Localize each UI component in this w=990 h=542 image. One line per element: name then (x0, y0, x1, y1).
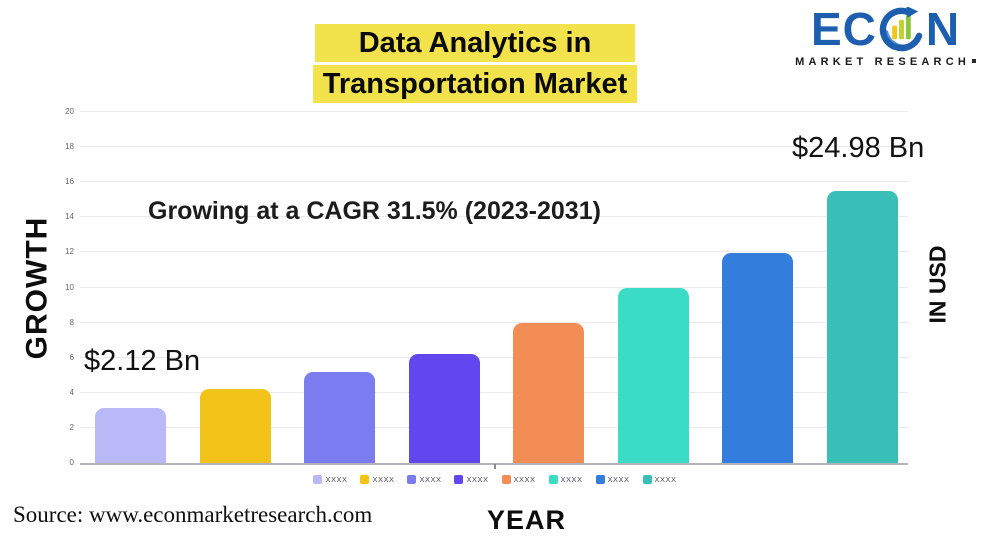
y-axis-title-right-text: IN USD (924, 245, 951, 323)
legend-label: XXXX (372, 475, 395, 484)
legend-item: XXXX (360, 475, 394, 484)
bar-6 (617, 287, 689, 463)
bar-7 (722, 253, 793, 463)
logo-text-prefix: EC (811, 3, 877, 55)
legend-swatch (407, 475, 417, 484)
last-bar-value-label: $24.98 Bn (792, 132, 925, 164)
y-tick-label: 14 (65, 212, 74, 222)
legend-item: XXXX (595, 475, 630, 484)
legend-swatch (313, 475, 323, 484)
y-tick-label: 10 (65, 282, 74, 292)
y-axis-ticks: 0 2 4 6 8 10 12 14 16 18 20 (50, 108, 74, 467)
gridline (80, 146, 908, 148)
legend-label: XXXX (607, 475, 630, 484)
legend-item: XXXX (454, 475, 488, 484)
y-tick-label: 12 (65, 247, 74, 257)
bar-3 (304, 371, 375, 463)
gridline (80, 321, 908, 323)
bar-8 (826, 190, 898, 463)
gridline (80, 356, 908, 358)
y-tick-label: 4 (69, 387, 74, 397)
gridline (80, 391, 908, 393)
legend: XXXX XXXX XXXX XXXX XXXX XXXX XXXX XXXX (0, 475, 990, 484)
y-tick-label: 2 (69, 422, 74, 432)
gridline (80, 251, 908, 253)
plot-area (80, 111, 908, 469)
y-tick-label: 16 (65, 177, 74, 187)
legend-label: XXXX (325, 475, 348, 484)
legend-label: XXXX (466, 475, 489, 484)
gridline (80, 216, 908, 218)
y-tick-label: 6 (69, 352, 74, 362)
source-text: Source: www.econmarketresearch.com (13, 502, 373, 527)
title-line-1: Data Analytics in (314, 24, 636, 62)
econ-logo: EC N MARKET RESEARCH (795, 6, 976, 70)
y-tick-label: 20 (65, 107, 74, 116)
title-line-2: Transportation Market (312, 65, 638, 103)
x-axis-title: YEAR (487, 505, 567, 535)
y-axis-title-left-text: GROWTH (20, 216, 54, 359)
y-axis-title-right: IN USD (912, 220, 964, 348)
gridline (80, 111, 908, 112)
gridline (80, 181, 908, 183)
legend-label: XXXX (513, 475, 536, 484)
legend-swatch (454, 475, 464, 484)
page-title: Data Analytics in Transportation Market (283, 24, 667, 103)
legend-label: XXXX (419, 475, 442, 484)
y-tick-label: 8 (69, 317, 74, 327)
legend-swatch (595, 475, 605, 484)
legend-item: XXXX (407, 475, 441, 484)
tagline-dot-icon (972, 58, 976, 63)
legend-item: XXXX (501, 475, 536, 484)
growth-circle-icon (879, 6, 923, 51)
gridline (80, 286, 908, 288)
cagr-annotation: Growing at a CAGR 31.5% (2023-2031) (148, 197, 601, 225)
legend-item: XXXX (313, 475, 347, 484)
gridline (80, 426, 908, 428)
legend-swatch (360, 475, 370, 484)
x-axis-tick (494, 464, 496, 469)
bar-4 (408, 354, 480, 463)
legend-label: XXXX (654, 475, 677, 484)
logo-wordmark: EC N (795, 6, 976, 52)
legend-label: XXXX (560, 475, 583, 484)
legend-swatch (501, 475, 511, 484)
logo-text-suffix: N (925, 3, 961, 55)
legend-swatch (548, 475, 558, 484)
bar-2 (199, 389, 271, 463)
legend-item: XXXX (548, 475, 583, 484)
y-tick-label: 0 (69, 458, 74, 467)
bar-1 (95, 407, 166, 463)
logo-tagline: MARKET RESEARCH (795, 56, 970, 68)
first-bar-value-label: $2.12 Bn (84, 345, 201, 377)
y-tick-label: 18 (65, 142, 74, 152)
legend-item: XXXX (642, 475, 677, 484)
legend-swatch (642, 475, 652, 484)
bar-5 (513, 322, 584, 463)
